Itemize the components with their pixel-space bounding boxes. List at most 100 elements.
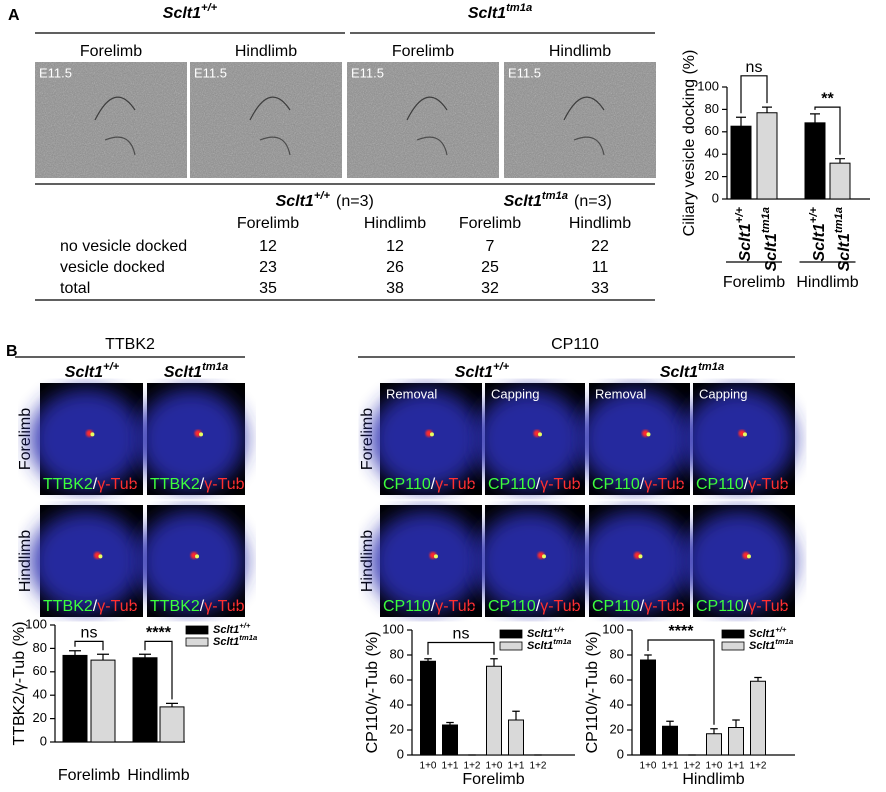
cell: 38: [386, 280, 404, 297]
marker-ref: γ-Tub: [97, 476, 137, 493]
stage-label: E11.5: [39, 65, 72, 80]
nucleus-stain: [475, 510, 585, 612]
nucleus-stain: [682, 388, 796, 490]
allele: +/+: [493, 361, 510, 373]
x-tick-label: 1+0: [706, 761, 723, 772]
genotype-label: Sclt1+/+: [213, 621, 251, 636]
x-tick-label: Forelimb: [58, 767, 120, 784]
y-tick-label: 100: [382, 621, 404, 636]
y-tick-label: 20: [705, 168, 719, 183]
allele: tm1a: [833, 207, 845, 233]
cell: 22: [591, 238, 609, 255]
protein-dot: [195, 554, 200, 559]
error-bar: [446, 721, 454, 725]
protein-dot: [746, 554, 751, 559]
organelle: [104, 136, 136, 156]
cell: 12: [386, 238, 404, 255]
error-bar: [835, 158, 845, 164]
marker-label: TTBK2/γ-Tub: [150, 476, 245, 493]
gene-name: Sclt1: [763, 233, 780, 271]
marker-label: CP110/γ-Tub: [383, 476, 476, 493]
marker-label: CP110/γ-Tub: [488, 598, 581, 615]
x-tick-label: 1+0: [486, 761, 503, 772]
marker-sep: /: [200, 476, 205, 493]
cell: 11: [592, 259, 609, 276]
genotype-label: Sclt1+/+: [163, 2, 218, 22]
protein-dot: [646, 432, 651, 437]
cell: 33: [591, 280, 609, 297]
marker-ref: γ-Tub: [435, 598, 475, 615]
block-title: TTBK2: [105, 336, 155, 353]
gene-name: Sclt1: [65, 364, 103, 381]
stage-label: E11.5: [351, 65, 384, 80]
error-bar: [166, 702, 178, 707]
nucleus-stain: [578, 510, 690, 612]
nucleus-stain: [369, 388, 482, 490]
x-axis-label: Forelimb: [462, 771, 524, 788]
limb-label: Forelimb: [80, 43, 142, 60]
marker-sep: /: [431, 476, 436, 493]
bar: [420, 660, 436, 756]
gene-name: Sclt1: [468, 5, 506, 22]
legend-swatch: [185, 637, 209, 647]
row-label: no vesicle docked: [60, 238, 187, 255]
y-axis-label: CP110/γ-Tub (%): [364, 632, 381, 754]
gene-name: Sclt1: [737, 223, 754, 261]
allele: tm1a: [760, 207, 772, 233]
nucleus-stain: [29, 510, 143, 612]
error-bar: [97, 653, 109, 661]
marker-label: TTBK2/γ-Tub: [150, 598, 245, 615]
x-tick-label: 1+2: [530, 761, 547, 772]
row-label: vesicle docked: [60, 259, 165, 276]
genotype-label: Sclt1tm1a: [164, 361, 228, 381]
marker-sep: /: [640, 598, 645, 615]
bar: [159, 706, 185, 743]
significance-bracket: [647, 639, 715, 725]
x-tick-label: 1+1: [508, 761, 525, 772]
marker-ref: γ-Tub: [97, 598, 137, 615]
row-label: Hindlimb: [359, 530, 376, 592]
gene-name: Sclt1: [527, 628, 553, 640]
marker-protein: CP110: [383, 476, 431, 493]
marker-ref: γ-Tub: [435, 476, 475, 493]
bar: [750, 680, 766, 756]
organelle: [249, 96, 291, 121]
legend-swatch: [721, 629, 745, 639]
column-header: Hindlimb: [569, 215, 631, 232]
cell: 26: [386, 259, 404, 276]
row-label: Forelimb: [17, 408, 34, 470]
y-tick-label: 20: [33, 710, 47, 725]
y-axis-label: TTBK2/γ-Tub (%): [11, 622, 28, 746]
error-bar: [754, 676, 762, 682]
y-tick-label: 100: [602, 621, 624, 636]
y-tick-label: 0: [712, 190, 719, 205]
bar: [62, 654, 88, 743]
y-tick-label: 0: [40, 733, 47, 748]
condition-label: Capping: [491, 386, 539, 401]
significance-label: ****: [146, 625, 172, 642]
bar: [640, 659, 656, 756]
bar: [730, 125, 752, 200]
y-tick-label: 40: [610, 696, 624, 711]
marker-sep: /: [640, 476, 645, 493]
marker-protein: TTBK2: [150, 598, 200, 615]
allele: +/+: [314, 190, 331, 202]
bar: [662, 725, 678, 756]
significance-label: ****: [669, 623, 695, 640]
genotype-label: Sclt1+/+: [527, 625, 565, 640]
bar: [132, 657, 158, 743]
legend-swatch: [499, 629, 523, 639]
error-bar: [710, 728, 718, 734]
marker-sep: /: [536, 476, 541, 493]
em-grain: [190, 62, 342, 178]
cell: 32: [481, 280, 499, 297]
error-bar: [424, 658, 432, 662]
marker-sep: /: [431, 598, 436, 615]
error-bar: [512, 710, 520, 720]
marker-ref: γ-Tub: [748, 598, 788, 615]
genotype-label: Sclt1tm1a: [527, 637, 572, 652]
genotype-label: Sclt1tm1a: [660, 361, 724, 381]
stage-label: E11.5: [508, 65, 541, 80]
bar: [442, 724, 458, 756]
allele: +/+: [201, 2, 218, 14]
